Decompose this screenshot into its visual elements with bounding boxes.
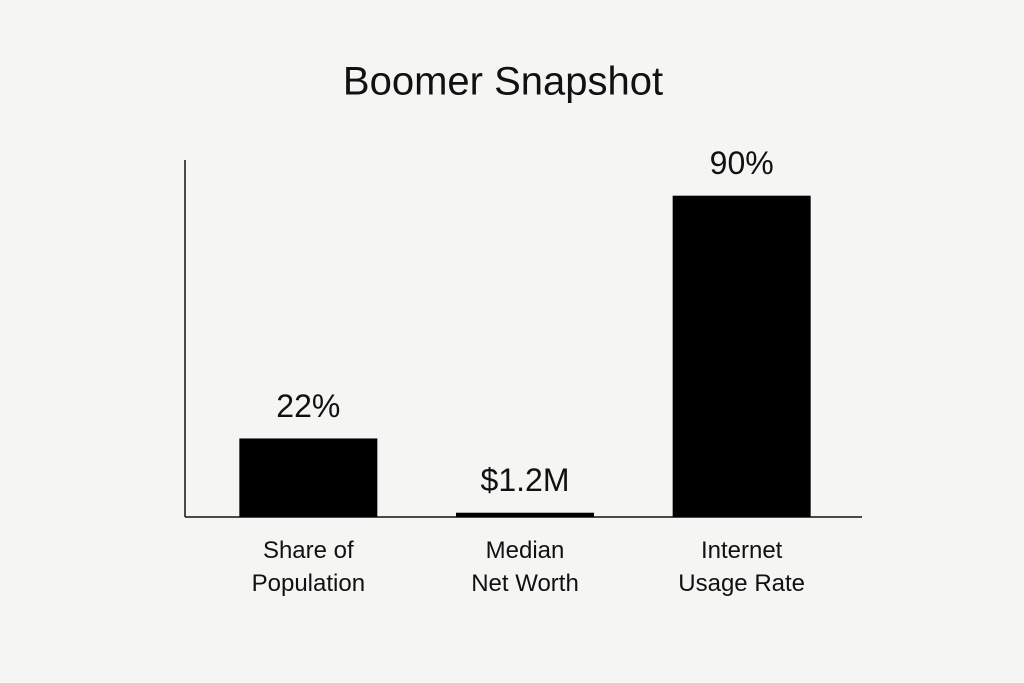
x-tick-label: Median Net Worth (471, 537, 579, 597)
x-tick-label: Share of Population (251, 537, 366, 597)
value-label: 90% (710, 145, 774, 181)
chart-title: Boomer Snapshot (343, 60, 663, 104)
bar (672, 195, 811, 517)
bar (456, 512, 594, 517)
value-label: $1.2M (481, 462, 570, 498)
value-label: 22% (276, 388, 340, 424)
x-tick-label: Internet Usage Rate (678, 537, 806, 597)
bar (239, 438, 378, 517)
